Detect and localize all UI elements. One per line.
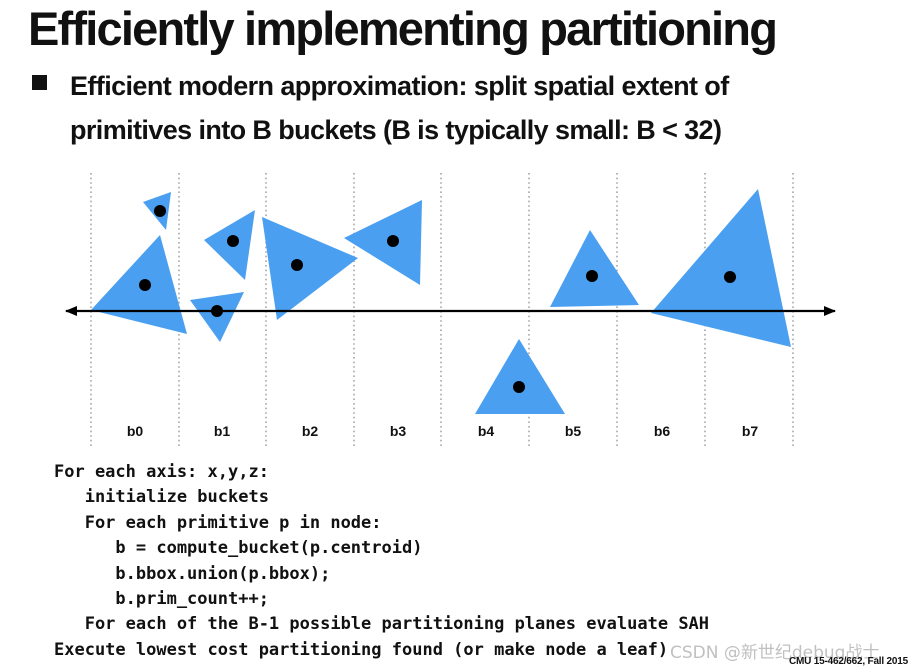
centroid-dot xyxy=(139,279,151,291)
centroid-dot xyxy=(586,270,598,282)
triangle-primitive-icon xyxy=(344,200,422,285)
bullet-square-icon xyxy=(32,75,47,90)
bucket-label-b3: b3 xyxy=(390,423,407,439)
course-footer: CMU 15-462/662, Fall 2015 xyxy=(789,656,908,667)
centroid-dot xyxy=(387,235,399,247)
code-line: initialize buckets xyxy=(54,487,269,508)
code-line: b = compute_bucket(p.centroid) xyxy=(54,538,423,559)
code-line: b.bbox.union(p.bbox); xyxy=(54,563,331,584)
code-line: For each of the B-1 possible partitionin… xyxy=(54,614,710,635)
triangle-primitive-icon xyxy=(475,339,565,414)
code-line: b.prim_count++; xyxy=(54,589,269,610)
bullet-line-2: primitives into B buckets (B is typicall… xyxy=(70,115,722,145)
bucket-label-b2: b2 xyxy=(302,423,319,439)
centroid-dot xyxy=(291,259,303,271)
bucket-diagram: b0 b1 b2 b3 b4 b5 b6 b7 xyxy=(65,173,836,448)
bucket-label-b0: b0 xyxy=(127,423,144,439)
centroids xyxy=(139,205,736,393)
bucket-label-b6: b6 xyxy=(654,423,671,439)
centroid-dot xyxy=(154,205,166,217)
centroid-dot xyxy=(211,305,223,317)
triangle-primitive-icon xyxy=(550,230,639,307)
pseudocode-block: For each axis: x,y,z: initialize buckets… xyxy=(54,460,709,663)
slide-title: Efficiently implementing partitioning xyxy=(28,2,778,55)
bucket-label-b7: b7 xyxy=(742,423,759,439)
code-line: For each axis: x,y,z: xyxy=(54,462,269,482)
triangle-primitive-icon xyxy=(91,235,187,334)
bucket-labels: b0 b1 b2 b3 b4 b5 b6 b7 xyxy=(127,423,759,439)
watermark-text: CSDN @新世纪debug战士 xyxy=(670,643,880,663)
centroid-dot xyxy=(513,381,525,393)
triangle-primitive-icon xyxy=(651,189,791,347)
code-line: For each primitive p in node: xyxy=(54,512,382,533)
bucket-label-b5: b5 xyxy=(565,423,582,439)
centroid-dot xyxy=(724,271,736,283)
centroid-dot xyxy=(227,235,239,247)
bucket-label-b4: b4 xyxy=(478,423,495,439)
bucket-label-b1: b1 xyxy=(214,423,231,439)
bullet-point: Efficient modern approximation: split sp… xyxy=(70,64,890,152)
code-line: Execute lowest cost partitioning found (… xyxy=(54,639,669,660)
triangle-primitive-icon xyxy=(262,217,358,320)
bullet-line-1: Efficient modern approximation: split sp… xyxy=(70,71,729,101)
